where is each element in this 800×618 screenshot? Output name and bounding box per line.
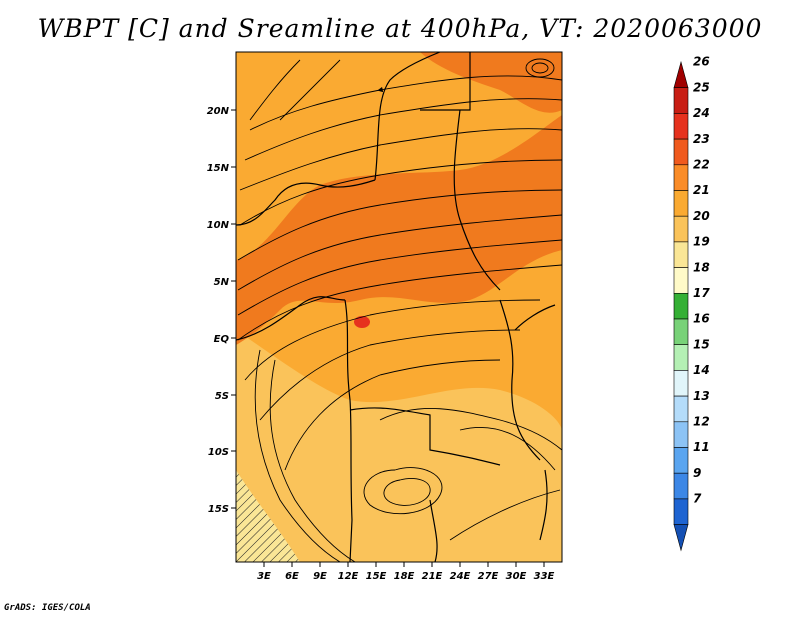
colorbar-segment [673,447,689,474]
colorbar-segment [673,113,689,140]
colorbar-label: 21 [693,183,710,197]
map-panel [236,52,562,562]
colorbar-label: 19 [693,235,710,249]
colorbar-segment [673,421,689,448]
colorbar-segment [673,164,689,191]
colorbar-label: 25 [693,80,710,94]
lon-label: 15E [366,571,387,582]
lat-label: 10N [207,220,230,231]
colorbar-label: 15 [693,337,710,351]
colorbar-segment [673,60,689,88]
lon-label: 24E [450,571,471,582]
country-borders [236,52,556,562]
credit-text: GrADS: IGES/COLA [4,603,91,613]
lat-label: 15S [208,504,229,515]
colorbar-segment [673,241,689,268]
lat-label: 5S [215,391,229,402]
colorbar: 26 25 24 23 22 21 20 19 18 17 16 15 14 13 12 11 9 7 [673,55,710,552]
colorbar-label: 18 [693,260,710,274]
colorbar-segment [673,524,689,552]
colorbar-segment [673,87,689,114]
colorbar-label: 24 [693,106,710,120]
colorbar-segment [673,472,689,500]
colorbar-label: 12 [693,415,710,429]
colorbar-segment [673,138,689,166]
colorbar-label: 9 [693,466,701,480]
colorbar-segment [673,190,689,217]
lat-label: EQ [214,334,230,345]
wbpt-field-19 [236,470,300,562]
colorbar-segment [673,395,689,423]
lon-label: 27E [478,571,499,582]
colorbar-label: 14 [693,363,710,377]
lon-label: 21E [422,571,443,582]
lon-label: 33E [534,571,555,582]
colorbar-label: 7 [693,492,702,506]
lat-label: 5N [214,277,230,288]
colorbar-segment [673,318,689,346]
lat-label: 15N [207,163,230,174]
colorbar-segment [673,498,689,525]
lon-axis: 3E 6E 9E 12E 15E 18E 21E 24E 27E 30E 33E [257,562,555,582]
lat-axis: 20N 15N 10N 5N EQ 5S 10S 15S [207,106,236,515]
wbpt-field-23 [354,316,370,328]
colorbar-label: 20 [693,209,710,223]
colorbar-segment [673,292,689,320]
colorbar-label: 16 [693,312,710,326]
colorbar-label: 17 [693,286,710,300]
colorbar-label: 22 [693,158,710,172]
map-frame [235,51,563,563]
colorbar-label: 13 [693,389,710,403]
colorbar-label: 11 [693,440,710,454]
colorbar-segment [673,215,689,243]
wbpt-field-20 [236,330,562,562]
lon-label: 3E [257,571,271,582]
lon-label: 18E [394,571,415,582]
colorbar-segment [673,370,689,397]
lon-label: 6E [285,571,299,582]
wbpt-field-22 [236,115,562,345]
lon-label: 30E [506,571,527,582]
lon-label: 9E [313,571,327,582]
colorbar-segment [673,344,689,371]
colorbar-segment [673,267,689,294]
streamlines [237,58,562,562]
colorbar-label: 26 [693,55,710,69]
lat-label: 20N [207,106,230,117]
lat-label: 10S [208,447,229,458]
map-title: WBPT [C] and Sreamline at 400hPa, VT: 20… [37,14,763,43]
lon-label: 12E [338,571,359,582]
colorbar-label: 23 [693,132,710,146]
